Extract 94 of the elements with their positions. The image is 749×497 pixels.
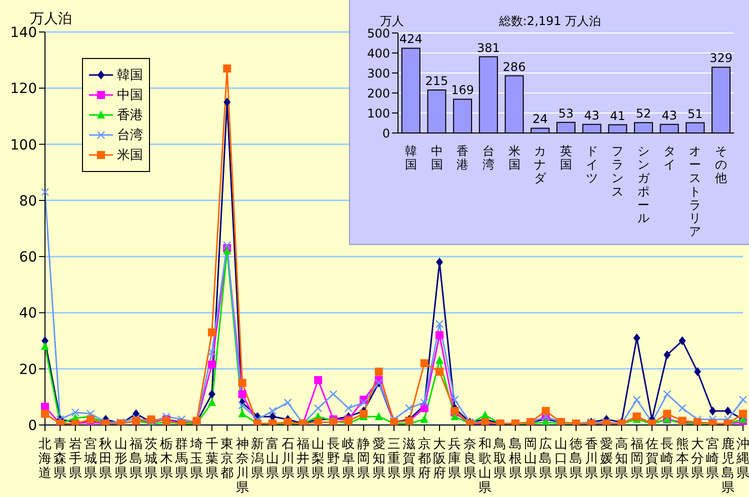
- data-label: 381: [476, 40, 500, 55]
- x-tick-label: 群馬県: [174, 437, 188, 482]
- x-tick-label: 福岡県: [630, 437, 644, 482]
- y-tick-label: 100: [10, 137, 37, 154]
- x-tick-label: 中国: [430, 144, 443, 172]
- x-tick-label: 青森県: [54, 437, 67, 482]
- y-tick-label: 200: [367, 86, 390, 100]
- data-label: 52: [636, 106, 652, 121]
- x-tick-label: ドイツ: [586, 144, 598, 185]
- x-tick-label: 富山県: [266, 436, 280, 482]
- x-tick-label: その他: [715, 144, 728, 185]
- data-label: 215: [425, 74, 448, 88]
- y-axis-title: 万人泊: [30, 10, 72, 27]
- x-tick-label: シンガポール: [638, 144, 651, 226]
- x-tick-label: 広島県: [539, 436, 552, 482]
- y-tick-label: 60: [19, 250, 37, 266]
- y-tick-label: 40: [19, 306, 37, 322]
- x-tick-label: 愛媛県: [600, 437, 613, 482]
- x-tick-label: 奈良県: [463, 437, 476, 482]
- x-tick-label: フランス: [612, 144, 624, 198]
- x-tick-label: オーストラリア: [689, 144, 702, 239]
- x-tick-label: 鳥取県: [492, 437, 507, 482]
- x-tick-label: 秋田県: [99, 437, 112, 482]
- x-tick-label: 茨城県: [144, 437, 158, 482]
- x-tick-label: 栃木県: [160, 437, 173, 482]
- x-tick-label: 岩手県: [68, 437, 82, 482]
- x-tick-label: 埼玉県: [189, 437, 204, 482]
- x-tick-label: 熊本県: [676, 437, 689, 482]
- data-label: 53: [558, 106, 574, 120]
- x-tick-label: 神奈川県: [236, 437, 249, 496]
- x-tick-label: タイ: [663, 144, 676, 172]
- y-tick-label: 0: [382, 126, 390, 140]
- legend-label: 香港: [117, 107, 143, 124]
- x-tick-label: 千葉県: [205, 437, 218, 482]
- x-tick-label: 山口県: [554, 437, 568, 482]
- x-tick-label: 大分県: [690, 437, 704, 482]
- x-tick-label: 台湾: [482, 144, 494, 172]
- x-tick-label: 新潟県: [250, 437, 264, 482]
- data-label: 41: [610, 108, 626, 123]
- y-tick-label: 140: [10, 24, 37, 41]
- x-tick-label: 北海道: [38, 437, 52, 482]
- chart-title: 総数:2,191 万人泊: [498, 14, 602, 28]
- x-tick-label: 静岡県: [357, 437, 370, 482]
- data-label: 169: [451, 83, 474, 98]
- x-tick-label: 岡山県: [524, 437, 538, 482]
- y-tick-label: 400: [367, 46, 390, 60]
- x-tick-label: 長野県: [326, 437, 340, 482]
- x-tick-label: 韓国: [404, 144, 417, 172]
- x-tick-label: 徳島県: [570, 437, 583, 482]
- x-tick-label: 鹿児島県: [721, 437, 734, 496]
- x-tick-label: 島根県: [508, 437, 522, 482]
- y-tick-label: 300: [367, 66, 390, 80]
- legend-label: 韓国: [117, 67, 143, 84]
- x-tick-label: 京都府: [418, 437, 431, 482]
- x-tick-label: 福井県: [296, 437, 310, 482]
- data-label: 424: [399, 32, 422, 46]
- y-axis-title: 万人: [380, 13, 404, 28]
- data-label: 286: [502, 60, 526, 74]
- x-tick-label: 宮崎県: [706, 436, 720, 482]
- x-tick-label: 山梨県: [312, 437, 325, 482]
- x-tick-label: 高知県: [615, 436, 628, 482]
- data-label: 24: [532, 112, 548, 126]
- x-tick-label: 沖縄県: [736, 437, 749, 482]
- data-label: 43: [662, 108, 677, 122]
- legend-label: 台湾: [117, 127, 143, 144]
- x-tick-label: 大阪府: [433, 437, 446, 482]
- data-label: 51: [688, 106, 703, 121]
- x-tick-label: 滋賀県: [402, 437, 416, 482]
- x-tick-label: カナダ: [534, 144, 548, 185]
- x-tick-label: 兵庫県: [448, 437, 462, 482]
- x-tick-label: 石川県: [281, 437, 294, 482]
- x-tick-label: 愛知県: [372, 437, 386, 482]
- x-tick-label: 香港: [456, 144, 469, 172]
- x-tick-label: 英国: [560, 144, 572, 172]
- x-tick-label: 宮城県: [83, 436, 98, 482]
- x-tick-label: 東京都: [220, 437, 234, 482]
- legend-label: 中国: [117, 87, 143, 104]
- y-tick-label: 80: [19, 193, 37, 210]
- y-tick-label: 0: [28, 418, 37, 434]
- y-tick-label: 100: [367, 106, 390, 120]
- x-tick-label: 岐阜県: [342, 437, 355, 482]
- x-tick-label: 長崎県: [660, 437, 674, 482]
- y-tick-label: 20: [19, 362, 37, 378]
- x-tick-label: 香川県: [584, 437, 598, 482]
- x-tick-label: 三重県: [388, 437, 400, 482]
- x-tick-label: 和歌山県: [478, 437, 492, 496]
- x-tick-label: 山形県: [114, 437, 128, 482]
- x-tick-label: 佐賀県: [645, 437, 658, 482]
- data-label: 329: [710, 51, 732, 66]
- y-tick-label: 500: [367, 26, 390, 40]
- y-tick-label: 120: [10, 81, 37, 98]
- x-tick-label: 米国: [508, 144, 520, 172]
- x-tick-label: 福島県: [130, 437, 143, 482]
- data-label: 43: [584, 108, 600, 122]
